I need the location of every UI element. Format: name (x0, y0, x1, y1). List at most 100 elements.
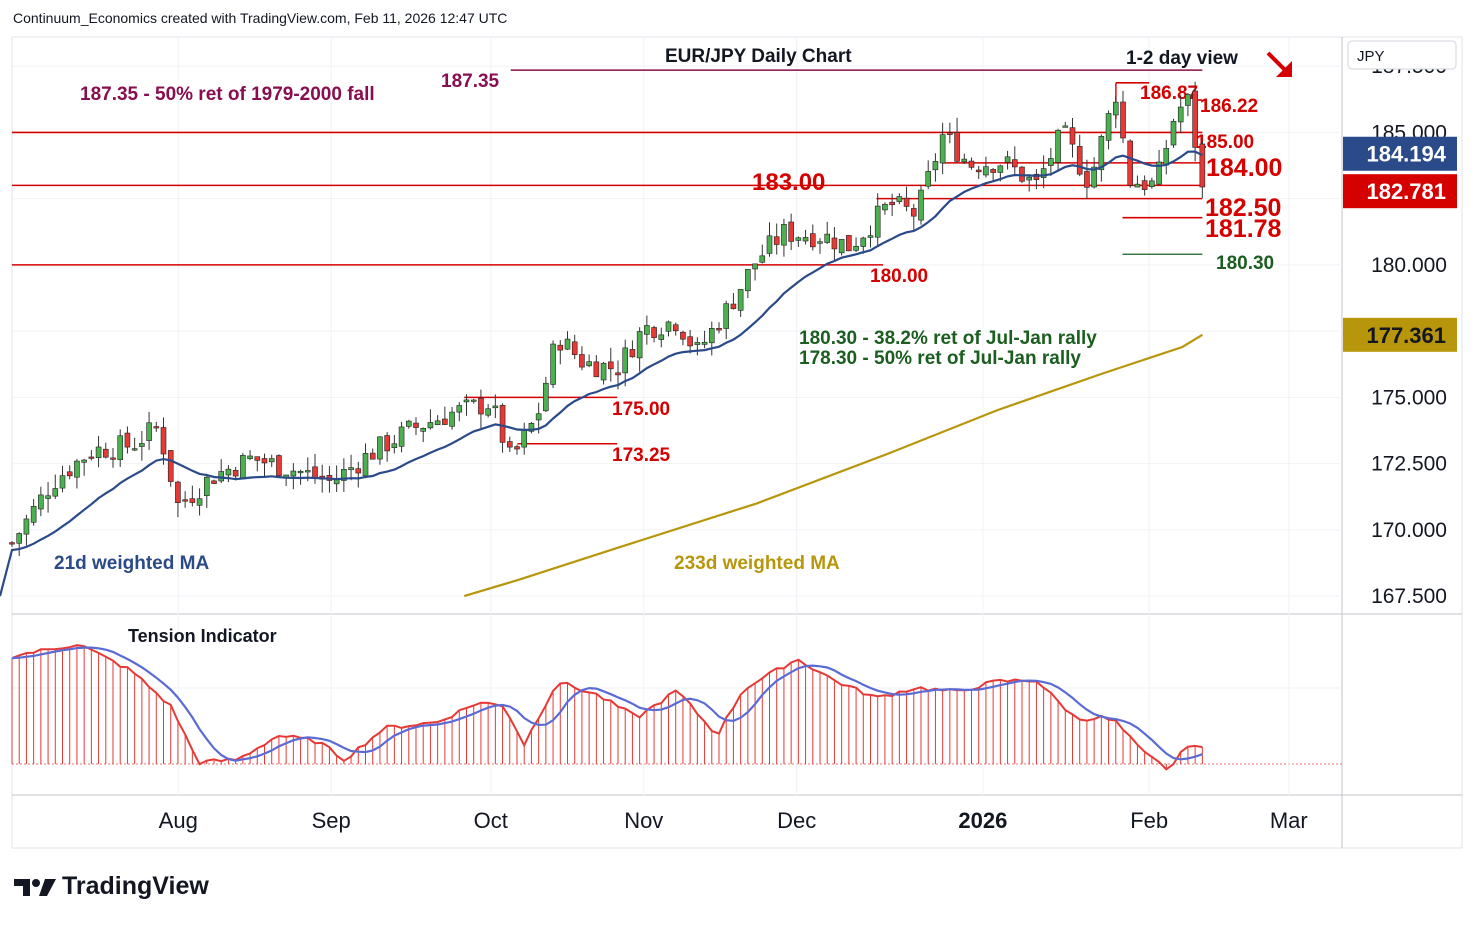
candle-body[interactable] (644, 325, 650, 335)
candle-body[interactable] (708, 327, 715, 344)
candle-body[interactable] (261, 458, 268, 464)
candle-body[interactable] (1011, 159, 1018, 168)
candle-body[interactable] (615, 372, 621, 376)
candle-body[interactable] (348, 467, 354, 471)
candle-body[interactable] (607, 361, 614, 370)
candle-body[interactable] (312, 466, 318, 479)
candle-body[interactable] (405, 420, 412, 427)
candle-body[interactable] (225, 468, 232, 476)
candle-body[interactable] (434, 420, 441, 425)
candle-body[interactable] (1120, 101, 1126, 139)
candle-body[interactable] (160, 427, 167, 455)
candle-body[interactable] (579, 354, 585, 368)
candle-body[interactable] (521, 430, 528, 448)
candle-body[interactable] (139, 443, 145, 447)
candle-body[interactable] (1149, 180, 1155, 187)
candle-body[interactable] (874, 205, 881, 238)
candle-body[interactable] (528, 423, 535, 432)
candle-body[interactable] (1062, 125, 1069, 128)
candle-body[interactable] (1170, 120, 1177, 146)
candle-body[interactable] (737, 289, 744, 311)
candle-body[interactable] (377, 436, 383, 460)
candle-body[interactable] (167, 450, 174, 482)
candle-body[interactable] (910, 208, 917, 217)
candle-body[interactable] (492, 405, 499, 409)
candle-body[interactable] (586, 361, 592, 367)
candle-body[interactable] (990, 169, 996, 173)
candle-body[interactable] (997, 165, 1004, 173)
candle-body[interactable] (1141, 180, 1148, 190)
candle-body[interactable] (759, 255, 766, 263)
candle-body[interactable] (514, 446, 520, 450)
candlesticks[interactable] (9, 81, 1206, 557)
candle-body[interactable] (478, 397, 484, 415)
candle-body[interactable] (860, 237, 867, 247)
candle-body[interactable] (1127, 140, 1134, 186)
candle-body[interactable] (442, 418, 448, 425)
price-badge-ma233[interactable] (1343, 317, 1457, 352)
candle-body[interactable] (203, 476, 210, 497)
candle-body[interactable] (362, 453, 369, 477)
candle-body[interactable] (146, 422, 152, 441)
candle-body[interactable] (384, 435, 390, 452)
candle-body[interactable] (124, 432, 131, 448)
candle-body[interactable] (817, 241, 823, 244)
candle-body[interactable] (45, 495, 51, 499)
candle-body[interactable] (968, 160, 975, 168)
candle-body[interactable] (571, 341, 578, 355)
candle-body[interactable] (413, 422, 419, 428)
candle-body[interactable] (268, 458, 275, 463)
candle-body[interactable] (247, 455, 253, 459)
candle-body[interactable] (66, 471, 73, 477)
candle-body[interactable] (795, 237, 802, 241)
candle-body[interactable] (745, 269, 751, 292)
candle-body[interactable] (824, 233, 831, 243)
candle-body[interactable] (182, 499, 188, 502)
candle-body[interactable] (16, 533, 23, 544)
candle-body[interactable] (694, 342, 701, 345)
candle-body[interactable] (882, 203, 888, 211)
currency-box[interactable] (1347, 40, 1457, 70)
candle-body[interactable] (1177, 106, 1184, 123)
candle-body[interactable] (333, 479, 340, 485)
candle-body[interactable] (196, 498, 203, 506)
candle-body[interactable] (232, 469, 239, 477)
candle-body[interactable] (276, 455, 282, 477)
candle-body[interactable] (983, 166, 989, 176)
candle-body[interactable] (809, 233, 816, 248)
candle-body[interactable] (88, 456, 95, 459)
candle-body[interactable] (600, 362, 607, 381)
candle-body[interactable] (1192, 90, 1198, 148)
candle-body[interactable] (1163, 148, 1170, 166)
candle-body[interactable] (1084, 171, 1090, 188)
candle-body[interactable] (1076, 146, 1083, 175)
tradingview-logo[interactable]: TradingView (14, 872, 209, 901)
price-axis[interactable]: 167.500170.000172.500175.000177.500180.0… (1343, 40, 1457, 608)
candle-body[interactable] (369, 452, 376, 460)
candle-body[interactable] (175, 481, 181, 503)
candle-body[interactable] (651, 327, 657, 338)
candle-body[interactable] (1156, 161, 1162, 185)
candle-body[interactable] (557, 344, 564, 351)
candle-body[interactable] (752, 263, 758, 270)
candle-body[interactable] (59, 475, 66, 489)
candle-body[interactable] (716, 328, 722, 331)
candle-body[interactable] (925, 171, 932, 187)
candle-body[interactable] (211, 480, 217, 484)
candle-body[interactable] (110, 457, 116, 460)
candle-body[interactable] (802, 237, 809, 242)
candle-body[interactable] (1048, 158, 1054, 166)
candle-body[interactable] (680, 331, 686, 340)
candle-body[interactable] (420, 428, 427, 432)
candle-body[interactable] (485, 408, 491, 416)
candle-body[interactable] (939, 134, 946, 164)
candle-body[interactable] (665, 321, 672, 332)
candle-body[interactable] (918, 189, 924, 221)
candle-body[interactable] (290, 470, 297, 477)
candle-body[interactable] (629, 349, 636, 358)
candle-body[interactable] (543, 382, 549, 412)
candle-body[interactable] (81, 459, 87, 463)
candle-body[interactable] (38, 494, 44, 510)
candle-body[interactable] (831, 237, 838, 250)
